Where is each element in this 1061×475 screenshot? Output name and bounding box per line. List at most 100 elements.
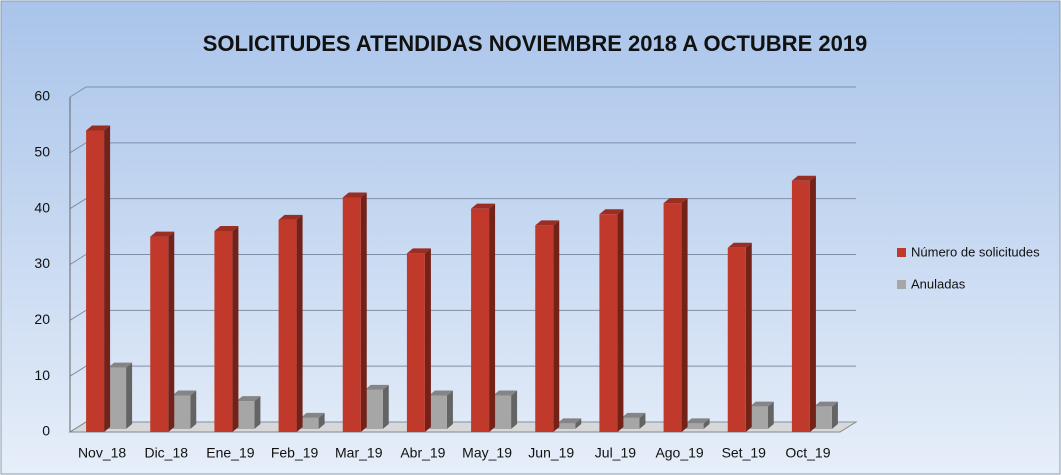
bar-top [86,125,111,131]
bar-side [745,242,752,432]
bar-group [749,401,774,429]
bar-group [791,175,816,432]
bar-front [278,219,297,432]
x-tick-label: Oct_19 [785,445,830,461]
bar-top [300,412,325,418]
grid-line [69,365,856,377]
bar-group [535,220,560,432]
bar-front [749,406,768,429]
grid-line [69,142,856,154]
bar-group [364,384,389,429]
grid-line [69,254,856,265]
bar-front [471,208,490,432]
grid-line [69,309,856,321]
y-tick-label: 20 [34,311,50,327]
bar-front [236,401,255,429]
bar-front [685,423,704,429]
legend-label: Número de solicitudes [911,244,1040,259]
bar-group [557,418,582,429]
bar-group [727,242,752,432]
bar [813,401,838,429]
bar-group [150,231,175,432]
bar-top [621,412,646,418]
bar-side [639,412,646,429]
bar-group [236,396,261,429]
bar-front [364,389,383,429]
bar-side [168,231,175,432]
bar [172,390,197,429]
bar [150,231,175,432]
y-tick-label: 30 [34,255,50,271]
bar [278,214,303,432]
x-tick-label: Abr_19 [400,445,445,461]
bar-front [172,395,191,429]
bar-side [511,390,518,429]
bar-side [809,175,816,432]
bar-front [406,253,425,432]
bar [214,226,239,432]
bar-side [489,203,496,432]
grid-line [69,198,856,210]
legend-swatch [897,248,906,257]
x-tick-label: Nov_18 [78,445,126,461]
bar-top [364,384,389,390]
bar-top [535,220,560,226]
bar [535,220,560,432]
bar-front [535,225,554,432]
bar-group [172,390,197,429]
x-tick-label: Feb_19 [271,445,319,461]
y-tick-label: 10 [34,367,50,383]
bar [364,384,389,429]
bar-side [232,226,239,432]
x-tick-label: May_19 [462,445,512,461]
x-tick-label: Set_19 [722,445,767,461]
bar-front [599,214,618,432]
bar-top [150,231,175,237]
bar [300,412,325,429]
bar [791,175,816,432]
bar-top [471,203,496,209]
bar-front [86,130,105,432]
bar-front [428,395,447,429]
bar-top [749,401,774,407]
x-tick-label: Dic_18 [144,445,188,461]
bar-top [342,192,367,198]
bar [236,396,261,429]
bar-side [575,418,582,429]
bar-group [342,192,367,432]
x-tick-label: Jun_19 [528,445,574,461]
chart-title: SOLICITUDES ATENDIDAS NOVIEMBRE 2018 A O… [203,31,868,56]
bar-group [108,362,133,429]
bar [406,248,431,432]
bar-group [621,412,646,429]
bar-group [685,418,710,429]
bar-top [428,390,453,396]
bar-group [599,209,624,432]
bar-top [172,390,197,396]
bar-group [300,412,325,429]
bar [599,209,624,432]
bar [471,203,496,432]
bar-top [791,175,816,181]
bar-top [108,362,133,368]
bar-top [663,198,688,204]
bar-front [342,197,361,432]
bar [493,390,518,429]
bar-group [278,214,303,432]
bar-side [318,412,325,429]
bar-side [382,384,389,429]
bar [86,125,111,432]
bar [685,418,710,429]
x-tick-label: Ene_19 [206,445,254,461]
bar-group [214,226,239,432]
bar-side [126,362,133,429]
bar-group [813,401,838,429]
bar [727,242,752,432]
bar-side [104,125,111,432]
bar-front [557,423,576,429]
bar-front [813,406,832,429]
bar-front [493,395,512,429]
bar-front [108,367,127,429]
grid-line [69,86,856,98]
bar-side [617,209,624,432]
